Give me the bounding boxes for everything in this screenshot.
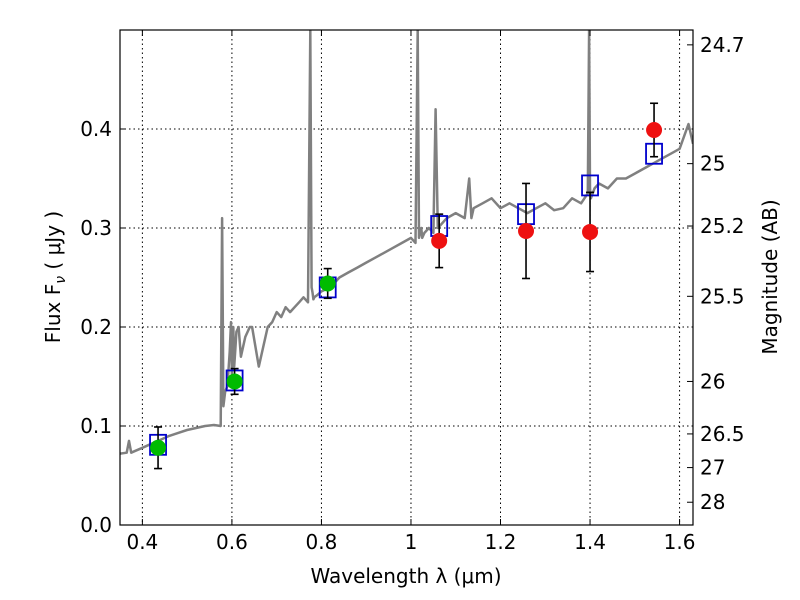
y2-tick-label: 26.5 (700, 422, 745, 446)
y2-axis-label: Magnitude (AB) (758, 199, 782, 354)
axis-ticks: 0.4 0.6 0.8 1 1.2 1.4 1.6 0.0 0.1 0.2 0.3 0.4 24.7 25… (80, 30, 745, 554)
points-layer (149, 102, 663, 470)
y2-tick-label: 26 (700, 369, 725, 393)
y-tick-label: 0.4 (80, 117, 112, 141)
data-point (226, 373, 243, 390)
plot-background (120, 30, 693, 525)
y-tick-label: 0.2 (80, 315, 112, 339)
spectrum-line (120, 30, 693, 455)
y2-tick-label: 25.2 (700, 214, 745, 238)
x-tick-label: 0.4 (126, 530, 158, 554)
y2-tick-label: 25.5 (700, 284, 745, 308)
y-tick-label: 0.0 (80, 513, 112, 537)
x-tick-label: 1.4 (574, 530, 606, 554)
y2-tick-label: 24.7 (700, 33, 745, 57)
y2-tick-label: 28 (700, 490, 725, 514)
x-tick-label: 0.6 (216, 530, 248, 554)
data-point (518, 222, 535, 239)
x-tick-label: 1.6 (664, 530, 696, 554)
data-point (150, 439, 167, 456)
y-axis-label: Flux Fν ( μJy ) (41, 211, 69, 343)
x-axis-label: Wavelength λ (μm) (310, 564, 501, 588)
x-tick-label: 1.2 (485, 530, 517, 554)
data-point (582, 223, 599, 240)
y2-tick-label: 25 (700, 152, 725, 176)
plot-frame (119, 29, 694, 526)
x-tick-label: 1 (405, 530, 418, 554)
y2-tick-label: 27 (700, 456, 725, 480)
x-tick-label: 0.8 (306, 530, 338, 554)
data-point (319, 275, 336, 292)
data-point (646, 121, 663, 138)
data-point (431, 232, 448, 249)
y-tick-label: 0.3 (80, 216, 112, 240)
spectrum-layer (120, 30, 693, 455)
y-tick-label: 0.1 (80, 414, 112, 438)
